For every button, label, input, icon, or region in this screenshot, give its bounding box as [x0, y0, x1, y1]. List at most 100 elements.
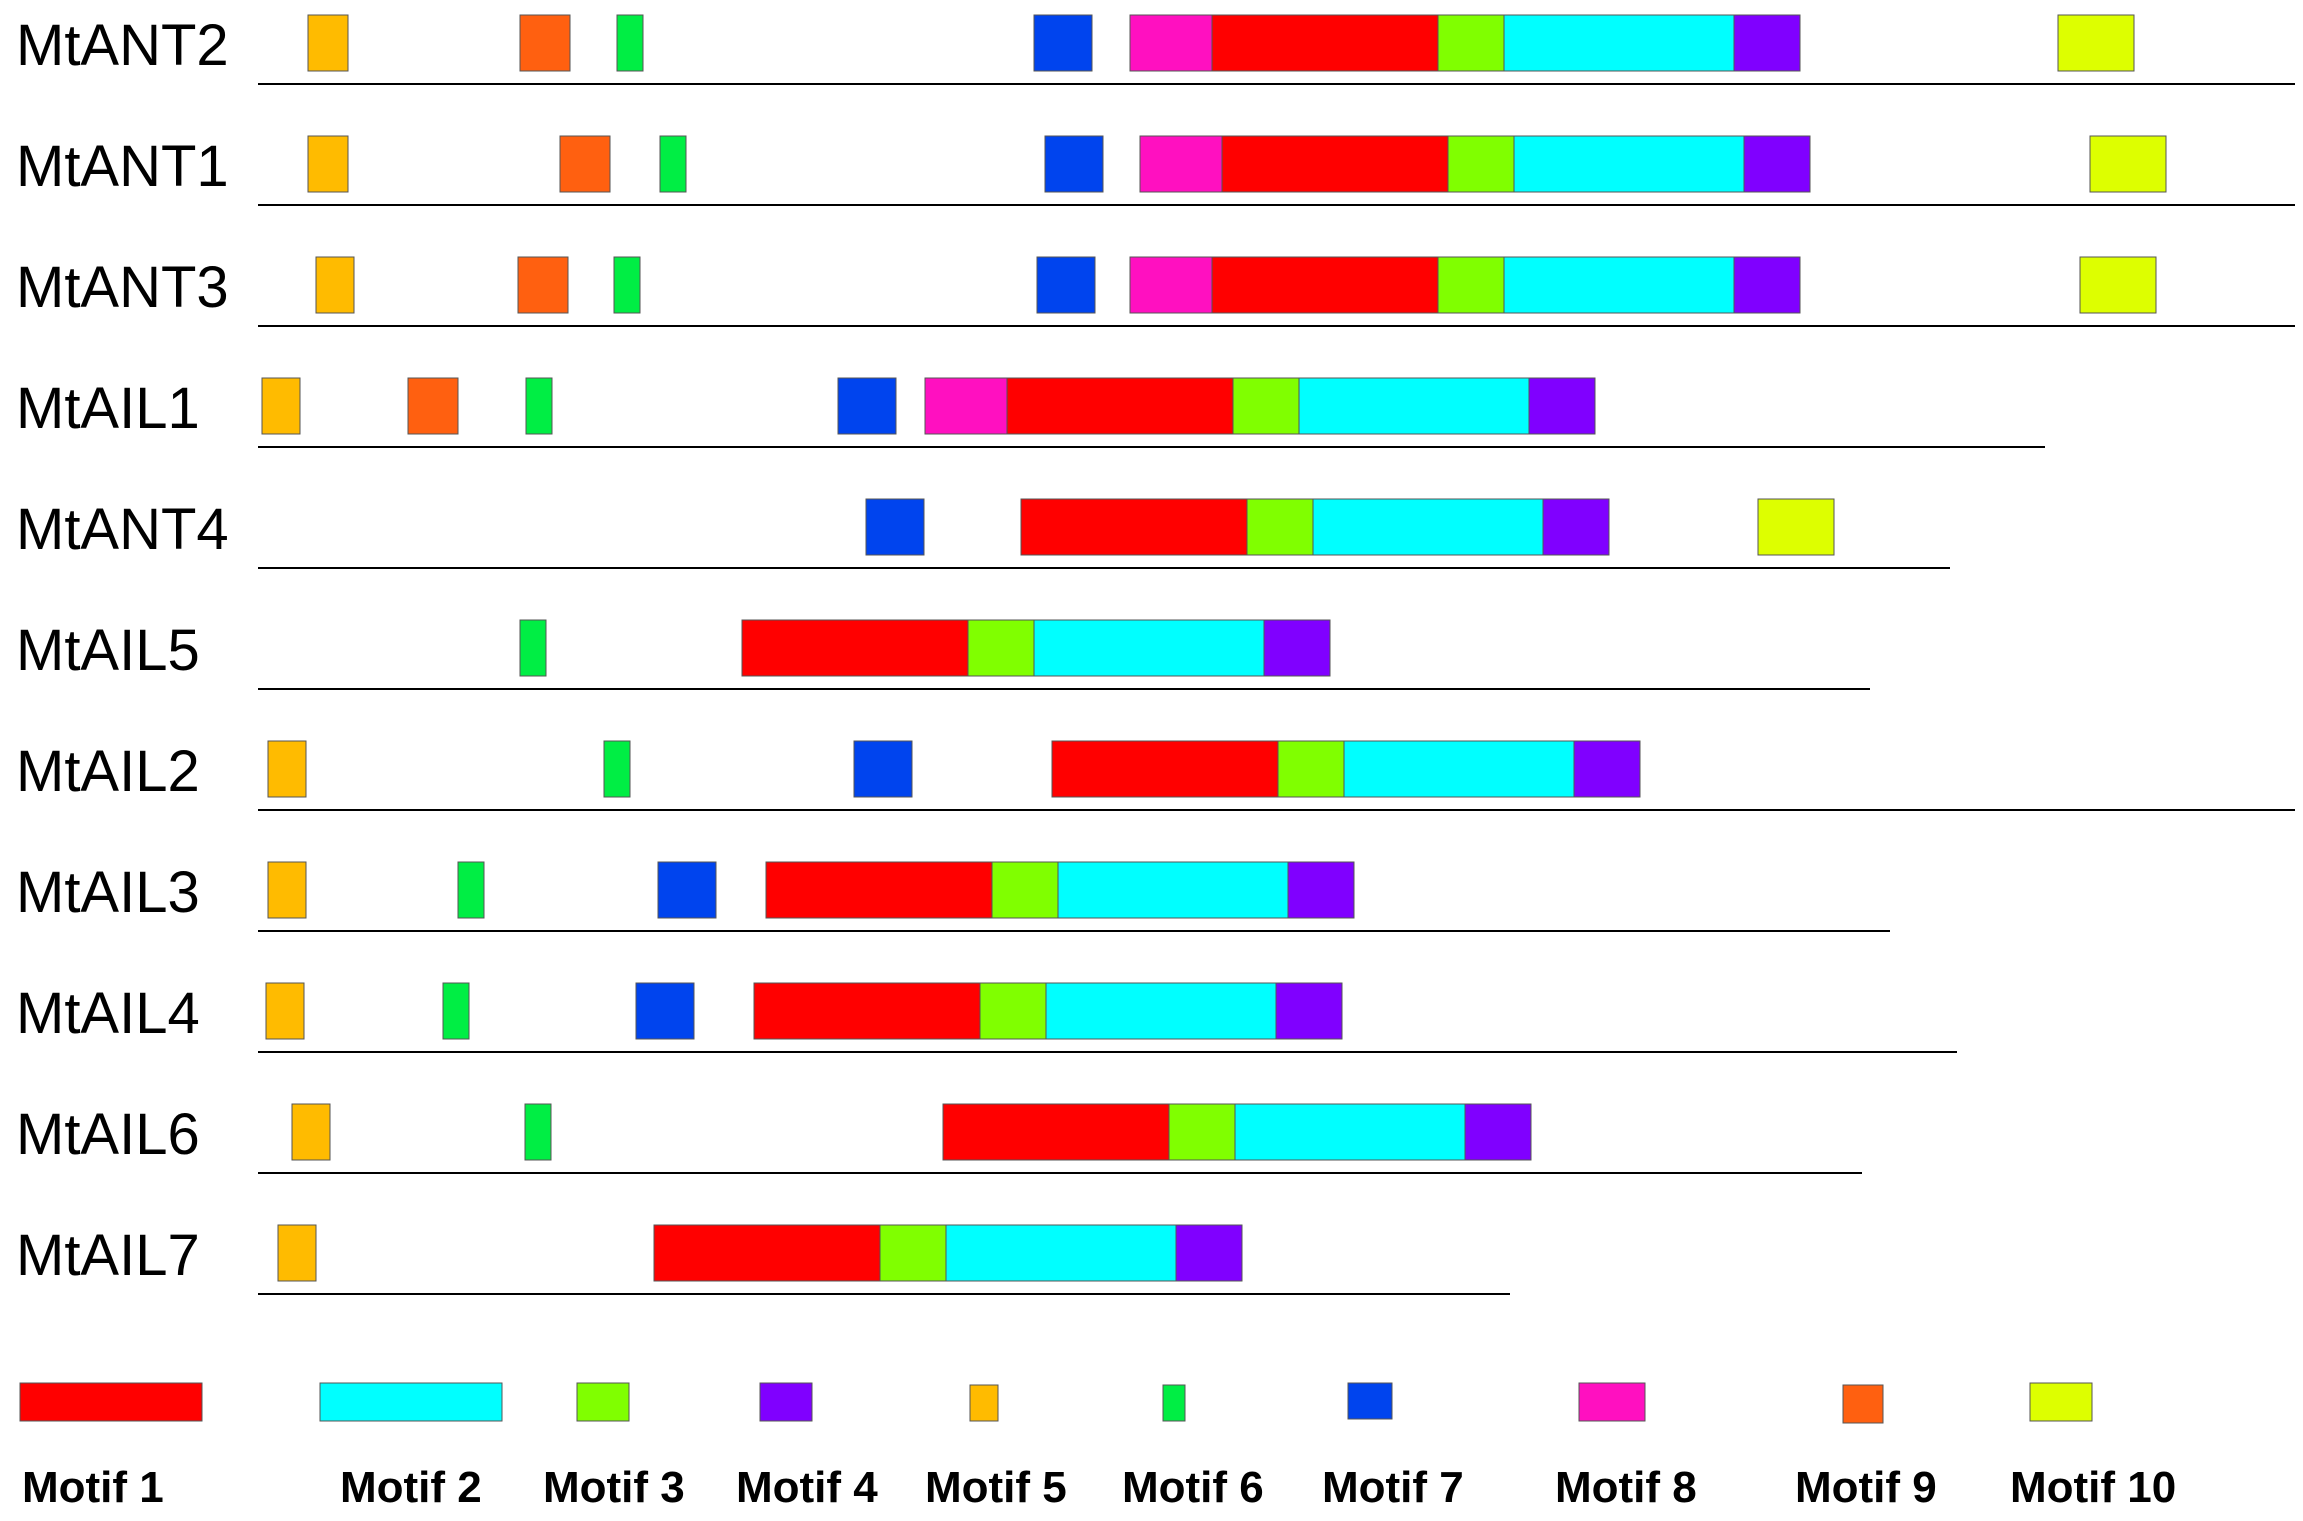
legend-label: Motif 5: [925, 1463, 1067, 1512]
motif-box-motif6: [519, 619, 547, 677]
legend-swatch-motif6: [1162, 1384, 1186, 1422]
legend-label: Motif 4: [736, 1463, 878, 1512]
motif-box-motif6: [457, 861, 485, 919]
motif-box-motif8: [1129, 256, 1213, 314]
legend-item-motif7: Motif 7: [1322, 1382, 1464, 1512]
legend-item-motif8: Motif 8: [1555, 1382, 1697, 1512]
motif-box-motif4: [1287, 861, 1355, 919]
motif-box-motif1: [765, 861, 993, 919]
gene-row-MtAIL4: MtAIL4: [16, 981, 1957, 1053]
legend-item-motif5: Motif 5: [925, 1384, 1067, 1512]
legend-item-motif3: Motif 3: [543, 1382, 685, 1512]
motif-box-motif2: [1343, 740, 1575, 798]
legend-swatch-motif1: [19, 1382, 203, 1422]
motif-box-motif10: [2079, 256, 2157, 314]
motif-box-motif9: [517, 256, 569, 314]
legend-swatch-motif3: [576, 1382, 630, 1422]
motif-box-motif10: [1757, 498, 1835, 556]
legend-swatch-motif4: [759, 1382, 813, 1422]
motif-box-motif9: [519, 14, 571, 72]
motif-box-motif1: [942, 1103, 1170, 1161]
motif-box-motif9: [559, 135, 611, 193]
motif-box-motif4: [1743, 135, 1811, 193]
legend-label: Motif 8: [1555, 1463, 1697, 1512]
motif-box-motif3: [979, 982, 1047, 1040]
motif-box-motif6: [659, 135, 687, 193]
legend-swatch-motif9: [1842, 1384, 1884, 1424]
motif-box-motif4: [1573, 740, 1641, 798]
legend-label: Motif 3: [543, 1463, 685, 1512]
gene-label: MtANT3: [16, 255, 229, 320]
motif-box-motif8: [924, 377, 1008, 435]
motif-box-motif4: [1263, 619, 1331, 677]
motif-box-motif6: [613, 256, 641, 314]
motif-box-motif8: [1139, 135, 1223, 193]
gene-label: MtANT1: [16, 134, 229, 199]
motif-box-motif7: [635, 982, 695, 1040]
legend-item-motif6: Motif 6: [1122, 1384, 1264, 1512]
motif-box-motif1: [1221, 135, 1449, 193]
motif-box-motif3: [1232, 377, 1300, 435]
motif-box-motif3: [1437, 14, 1505, 72]
motif-box-motif3: [1277, 740, 1345, 798]
motif-box-motif2: [1045, 982, 1277, 1040]
motif-box-motif4: [1733, 14, 1801, 72]
motif-box-motif10: [2089, 135, 2167, 193]
legend-item-motif4: Motif 4: [736, 1382, 878, 1512]
gene-row-MtAIL3: MtAIL3: [16, 860, 1890, 932]
motif-box-motif5: [307, 135, 349, 193]
motif-box-motif7: [1036, 256, 1096, 314]
legend-label: Motif 7: [1322, 1463, 1464, 1512]
gene-label: MtAIL4: [16, 981, 200, 1046]
legend-swatch-motif10: [2029, 1382, 2093, 1422]
motif-box-motif1: [1211, 14, 1439, 72]
motif-box-motif3: [991, 861, 1059, 919]
motif-box-motif7: [657, 861, 717, 919]
legend-swatch-motif7: [1347, 1382, 1393, 1420]
motif-box-motif3: [967, 619, 1035, 677]
gene-label: MtANT4: [16, 497, 229, 562]
motif-box-motif7: [837, 377, 897, 435]
legend-label: Motif 2: [340, 1463, 482, 1512]
gene-row-MtANT1: MtANT1: [16, 134, 2295, 206]
motif-box-motif1: [1211, 256, 1439, 314]
motif-box-motif1: [741, 619, 969, 677]
gene-row-MtANT2: MtANT2: [16, 13, 2295, 85]
motif-box-motif6: [524, 1103, 552, 1161]
legend-layer: Motif 1 Motif 2 Motif 3 Motif 4 Motif 5 Motif…: [19, 1382, 2176, 1512]
gene-label: MtAIL5: [16, 618, 200, 683]
motif-box-motif4: [1275, 982, 1343, 1040]
motif-box-motif5: [267, 861, 307, 919]
motif-box-motif6: [442, 982, 470, 1040]
motif-box-motif5: [261, 377, 301, 435]
motif-box-motif2: [1298, 377, 1530, 435]
gene-label: MtAIL2: [16, 739, 200, 804]
gene-label: MtAIL3: [16, 860, 200, 925]
legend-item-motif9: Motif 9: [1795, 1384, 1937, 1512]
motif-box-motif2: [1503, 256, 1735, 314]
gene-row-MtAIL6: MtAIL6: [16, 1102, 1862, 1174]
legend-item-motif1: Motif 1: [19, 1382, 203, 1512]
motif-box-motif2: [1234, 1103, 1466, 1161]
motif-box-motif6: [616, 14, 644, 72]
motif-box-motif6: [525, 377, 553, 435]
motif-box-motif7: [1033, 14, 1093, 72]
gene-label: MtANT2: [16, 13, 229, 78]
motif-box-motif5: [291, 1103, 331, 1161]
legend-label: Motif 1: [22, 1463, 164, 1512]
legend-swatch-motif2: [319, 1382, 503, 1422]
motif-box-motif2: [1503, 14, 1735, 72]
motif-box-motif4: [1175, 1224, 1243, 1282]
motif-box-motif5: [315, 256, 355, 314]
motif-box-motif2: [945, 1224, 1177, 1282]
motif-box-motif9: [407, 377, 459, 435]
gene-row-MtAIL5: MtAIL5: [16, 618, 1870, 690]
motif-box-motif4: [1733, 256, 1801, 314]
motif-box-motif3: [1246, 498, 1314, 556]
gene-label: MtAIL6: [16, 1102, 200, 1167]
legend-swatch-motif5: [969, 1384, 999, 1422]
legend-label: Motif 9: [1795, 1463, 1937, 1512]
legend-swatch-motif8: [1578, 1382, 1646, 1422]
gene-label: MtAIL1: [16, 376, 200, 441]
